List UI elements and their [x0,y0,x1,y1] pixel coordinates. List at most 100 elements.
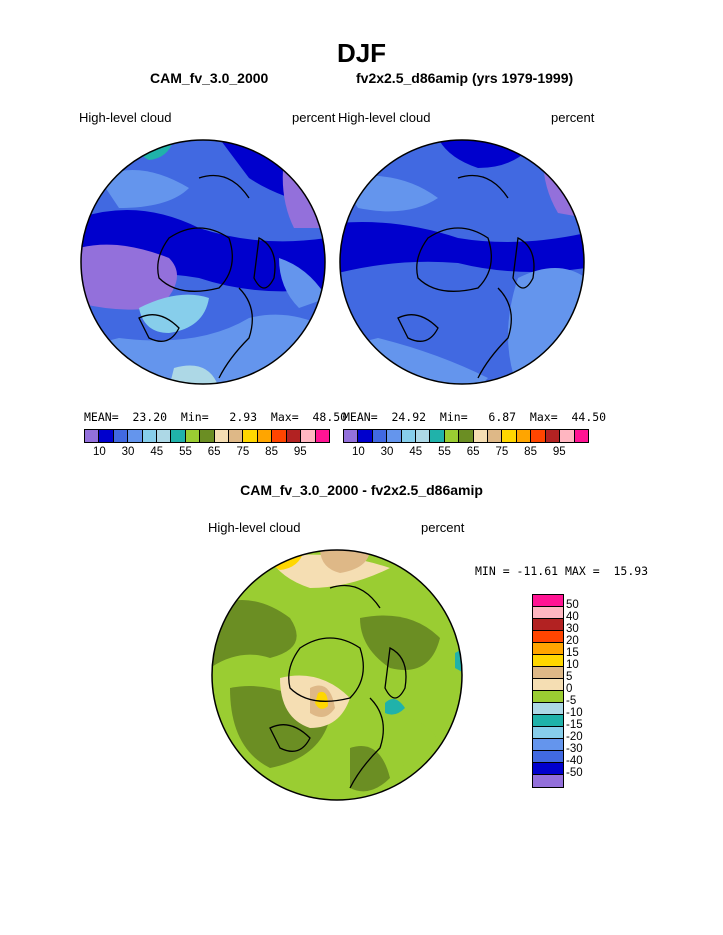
colorbar-swatch [488,430,503,442]
diff-colorbar-swatch [533,763,563,775]
case1-title: CAM_fv_3.0_2000 [150,70,269,86]
page-title: DJF [336,38,387,68]
colorbar-swatch [301,430,316,442]
diff-title: CAM_fv_3.0_2000 - fv2x2.5_d86amip [240,482,483,498]
colorbar-swatch [257,430,273,442]
diff-units-label: percent [421,520,465,535]
diff-colorbar-tick-label: 20 [566,635,579,647]
colorbar-swatch [113,430,129,442]
diff-colorbar-swatch [533,655,563,667]
colorbar-swatch [185,430,201,442]
diff-colorbar [532,594,564,788]
colorbar-tick-label: 10 [92,446,106,458]
right-units-label: percent [551,110,595,125]
diff-colorbar-tick-label: 5 [566,671,573,683]
diff-colorbar-tick-label: -10 [566,707,583,719]
diff-colorbar-tick-label: -20 [566,731,583,743]
colorbar-tick-label: 75 [236,446,250,458]
diff-colorbar-swatch [533,667,563,679]
colorbar-tick-label: 95 [293,446,307,458]
diff-colorbar-tick-label: 40 [566,611,579,623]
colorbar-swatch [171,430,186,442]
diff-colorbar-swatch [533,739,563,751]
colorbar-tick-label: 30 [121,446,135,458]
colorbar-tick-label: 55 [179,446,192,458]
left-stats: MEAN= 23.20 Min= 2.93 Max= 48.50 [84,410,348,424]
colorbar-swatch [502,430,517,442]
diff-colorbar-swatch [533,703,563,715]
left-variable-label: High-level cloud [79,110,172,125]
colorbar-swatch [243,430,258,442]
diff-colorbar-tick-label: 0 [566,683,573,695]
left-units-label: percent [292,110,336,125]
diff-colorbar-tick-label: 50 [566,599,579,611]
colorbar-tick-label: 30 [380,446,394,458]
colorbar-swatch [401,430,417,442]
diff-colorbar-tick-label: 10 [566,659,579,671]
diff-colorbar-tick-label: -5 [566,695,577,707]
colorbar-swatch [315,430,329,442]
colorbar-swatch [574,430,588,442]
colorbar-tick-label: 65 [207,446,221,458]
colorbar-swatch [85,430,100,442]
colorbar-swatch [560,430,575,442]
left-colorbar [84,429,330,443]
colorbar-swatch [272,430,287,442]
colorbar-swatch [358,430,373,442]
colorbar-swatch [473,430,489,442]
diff-colorbar-swatch [533,619,563,631]
case2-title: fv2x2.5_d86amip (yrs 1979-1999) [356,70,574,86]
colorbar-swatch [229,430,244,442]
colorbar-tick-label: 55 [438,446,451,458]
colorbar-tick-label: 85 [265,446,278,458]
colorbar-swatch [416,430,431,442]
right-colorbar-ticks: 10 30 45 55 65 75 85 95 [343,446,589,462]
diff-stats: MIN = -11.61 MAX = 15.93 [475,564,649,578]
right-polar-map [339,139,585,385]
diff-colorbar-tick-label: -15 [566,719,583,731]
colorbar-swatch [99,430,114,442]
colorbar-tick-label: 65 [466,446,480,458]
diff-colorbar-swatch [533,775,563,787]
diff-colorbar-swatch [533,751,563,763]
diff-colorbar-ticks: 50 40 30 20 15 10 5 0 -5 -10 -15 -20 -30 -40 -50 [566,594,606,804]
diff-colorbar-tick-label: -40 [566,755,583,767]
colorbar-tick-label: 10 [351,446,365,458]
diff-colorbar-swatch [533,643,563,655]
diff-polar-map [211,549,463,801]
colorbar-swatch [531,430,546,442]
colorbar-tick-label: 75 [495,446,509,458]
colorbar-tick-label: 45 [409,446,423,458]
diff-colorbar-swatch [533,607,563,619]
diff-colorbar-swatch [533,715,563,727]
diff-colorbar-tick-label: 30 [566,623,579,635]
colorbar-swatch [214,430,230,442]
colorbar-tick-label: 45 [150,446,164,458]
diff-colorbar-swatch [533,691,563,703]
colorbar-swatch [387,430,402,442]
right-colorbar [343,429,589,443]
colorbar-swatch [516,430,532,442]
colorbar-swatch [286,430,302,442]
colorbar-swatch [372,430,388,442]
colorbar-swatch [157,430,172,442]
colorbar-swatch [545,430,561,442]
left-polar-map [80,139,326,385]
colorbar-swatch [142,430,158,442]
colorbar-tick-label: 85 [524,446,537,458]
diff-colorbar-tick-label: 15 [566,647,579,659]
colorbar-swatch [344,430,359,442]
colorbar-swatch [128,430,143,442]
right-variable-label: High-level cloud [338,110,431,125]
left-colorbar-ticks: 10 30 45 55 65 75 85 95 [84,446,330,462]
colorbar-swatch [444,430,460,442]
diff-colorbar-swatch [533,631,563,643]
right-stats: MEAN= 24.92 Min= 6.87 Max= 44.50 [343,410,607,424]
diff-colorbar-tick-label: -30 [566,743,583,755]
diff-colorbar-tick-label: -50 [566,767,583,779]
diff-colorbar-swatch [533,727,563,739]
diff-variable-label: High-level cloud [208,520,301,535]
diff-colorbar-swatch [533,595,563,607]
colorbar-swatch [200,430,215,442]
diff-colorbar-swatch [533,679,563,691]
